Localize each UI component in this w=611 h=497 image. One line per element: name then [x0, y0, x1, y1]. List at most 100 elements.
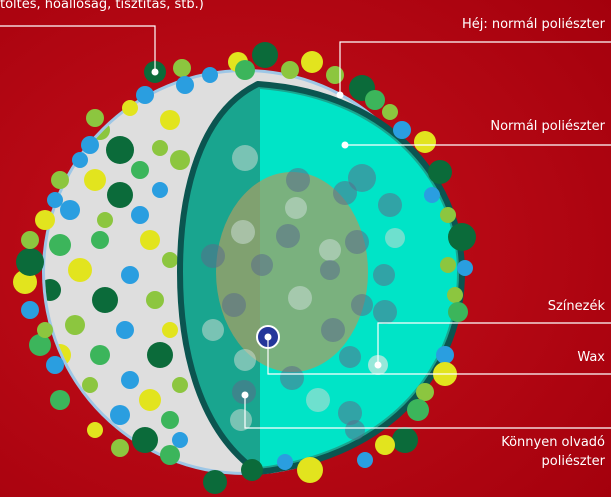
particle: [162, 322, 178, 338]
particle: [35, 210, 55, 230]
particle: [160, 445, 180, 465]
particle: [106, 136, 134, 164]
particle: [301, 51, 323, 73]
particle: [448, 302, 468, 322]
particle: [139, 389, 161, 411]
particle: [146, 291, 164, 309]
particle: [351, 294, 373, 316]
particle: [49, 234, 71, 256]
particle: [152, 182, 168, 198]
particle: [65, 315, 85, 335]
particle: [382, 104, 398, 120]
particle: [121, 266, 139, 284]
particle: [170, 150, 190, 170]
particle: [385, 228, 405, 248]
particle: [91, 231, 109, 249]
particle: [152, 140, 168, 156]
particle: [202, 319, 224, 341]
particle: [378, 193, 402, 217]
particle: [107, 182, 133, 208]
particle: [241, 459, 263, 481]
particle: [440, 257, 456, 273]
label: Színezék: [548, 299, 606, 314]
particle: [84, 169, 106, 191]
particle: [176, 76, 194, 94]
particle: [131, 161, 149, 179]
label: poliészter: [542, 454, 606, 469]
particle: [393, 121, 411, 139]
particle: [288, 286, 312, 310]
particle: [110, 405, 130, 425]
particle: [162, 252, 178, 268]
particle: [203, 470, 227, 494]
label: töltés, hőállóság, tisztítás, stb.): [0, 0, 204, 12]
particle: [116, 321, 134, 339]
particle: [319, 239, 341, 261]
particle: [447, 287, 463, 303]
particle: [111, 439, 129, 457]
particle: [16, 248, 44, 276]
particle: [81, 136, 99, 154]
particle: [428, 160, 452, 184]
particle: [87, 422, 103, 438]
particle: [280, 366, 304, 390]
particle: [252, 42, 278, 68]
particle: [297, 457, 323, 483]
particle: [172, 432, 188, 448]
particle: [235, 60, 255, 80]
particle: [373, 264, 395, 286]
page: töltés, hőállóság, tisztítás, stb.) Héj:…: [0, 0, 611, 497]
particle: [345, 230, 369, 254]
particle: [365, 90, 385, 110]
particle: [90, 345, 110, 365]
particle: [173, 59, 191, 77]
particle: [392, 427, 418, 453]
particle: [82, 377, 98, 393]
particle: [50, 390, 70, 410]
particle: [172, 377, 188, 393]
particle: [339, 346, 361, 368]
particle: [37, 322, 53, 338]
particle: [231, 220, 255, 244]
particle: [51, 171, 69, 189]
particle: [357, 452, 373, 468]
particle: [222, 293, 246, 317]
particle: [21, 231, 39, 249]
particle: [21, 301, 39, 319]
particle: [147, 342, 173, 368]
particle: [414, 131, 436, 153]
label: Könnyen olvadó: [501, 435, 605, 450]
particle: [161, 411, 179, 429]
label: Wax: [577, 350, 605, 365]
particle: [202, 67, 218, 83]
particle: [321, 318, 345, 342]
particle: [448, 223, 476, 251]
particle: [201, 244, 225, 268]
particle: [326, 66, 344, 84]
particle: [436, 346, 454, 364]
particle: [440, 207, 456, 223]
particle: [160, 110, 180, 130]
particle: [121, 371, 139, 389]
particle: [375, 435, 395, 455]
particle: [136, 86, 154, 104]
particle: [285, 197, 307, 219]
particle: [131, 206, 149, 224]
particle: [457, 260, 473, 276]
particle: [234, 349, 256, 371]
particle: [320, 260, 340, 280]
particle: [306, 388, 330, 412]
particle: [416, 383, 434, 401]
particle: [276, 224, 300, 248]
label: Normál poliészter: [490, 119, 605, 134]
particle: [140, 230, 160, 250]
particle: [60, 200, 80, 220]
label: Héj: normál poliészter: [462, 17, 606, 32]
particle: [348, 164, 376, 192]
particle: [97, 212, 113, 228]
particle: [72, 152, 88, 168]
particle: [68, 258, 92, 282]
particle: [251, 254, 273, 276]
particle: [232, 145, 258, 171]
particle: [47, 192, 63, 208]
